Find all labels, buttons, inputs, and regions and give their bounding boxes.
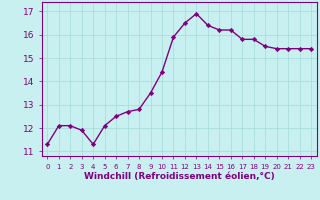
X-axis label: Windchill (Refroidissement éolien,°C): Windchill (Refroidissement éolien,°C)	[84, 172, 275, 181]
